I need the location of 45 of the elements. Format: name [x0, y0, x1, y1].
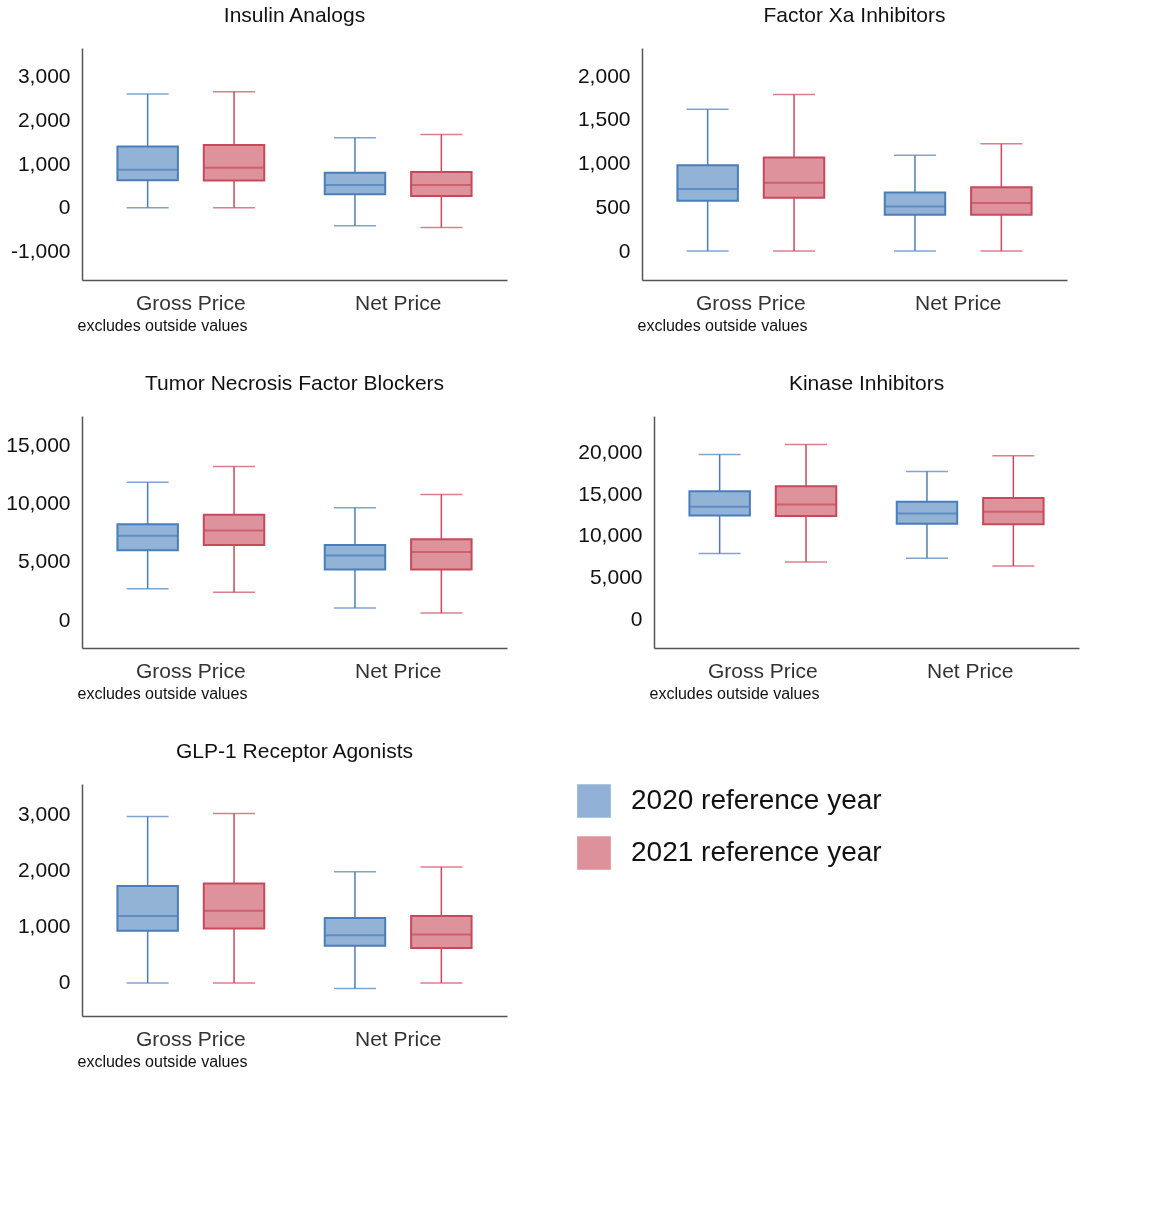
legend-label: 2021 reference year	[631, 836, 882, 867]
y-tick-label: 10,000	[578, 523, 643, 547]
chart-title: GLP-1 Receptor Agonists	[176, 739, 413, 762]
x-tick-label: Net Price	[354, 290, 442, 314]
x-tick-label: Net Price	[914, 290, 1002, 314]
text: excludes outside values	[649, 684, 820, 702]
chart-title: Insulin Analogs	[223, 3, 366, 26]
chart-title: Kinase Inhibitors	[788, 371, 945, 394]
y-tick-label: 15,000	[578, 481, 643, 505]
x-tick-label: Net Price	[354, 658, 442, 682]
text: excludes outside values	[77, 684, 248, 702]
text: excludes outside values	[637, 316, 808, 334]
y-tick-label: -1,000	[10, 239, 71, 263]
x-tick-label: Gross Price	[696, 290, 806, 314]
y-tick-label: 1,000	[17, 914, 71, 938]
y-tick-label: 0	[58, 607, 71, 631]
x-tick-label: Net Price	[926, 658, 1014, 682]
y-tick-label: 2,000	[577, 63, 631, 87]
y-tick-label: 1,000	[577, 151, 631, 175]
text: excludes outside values	[77, 316, 248, 334]
y-tick-label: 500	[595, 194, 631, 218]
y-tick-label: 3,000	[17, 802, 71, 826]
chart-title: Factor Xa Inhibitors	[763, 3, 946, 26]
y-tick-label: 1,000	[17, 151, 71, 175]
y-tick-label: 2,000	[17, 858, 71, 882]
y-tick-label: 0	[630, 607, 643, 631]
chart-title: Tumor Necrosis Factor Blockers	[144, 371, 445, 394]
y-tick-label: 10,000	[6, 491, 71, 515]
y-tick-label: 0	[58, 970, 71, 994]
y-tick-label: 0	[618, 238, 631, 262]
x-tick-label: Gross Price	[136, 1026, 246, 1050]
legend-label: 2020 reference year	[631, 784, 882, 815]
y-tick-label: 20,000	[578, 439, 643, 463]
y-tick-label: 5,000	[589, 565, 643, 589]
x-tick-label: Gross Price	[136, 290, 246, 314]
x-tick-label: Gross Price	[708, 658, 818, 682]
x-tick-label: Net Price	[354, 1026, 442, 1050]
x-tick-label: Gross Price	[136, 658, 246, 682]
y-tick-label: 3,000	[17, 63, 71, 87]
y-tick-label: 0	[58, 195, 71, 219]
y-tick-label: 1,500	[577, 107, 631, 131]
y-tick-label: 15,000	[6, 433, 71, 457]
y-tick-label: 2,000	[17, 107, 71, 131]
y-tick-label: 5,000	[17, 549, 71, 573]
text: excludes outside values	[77, 1052, 248, 1070]
